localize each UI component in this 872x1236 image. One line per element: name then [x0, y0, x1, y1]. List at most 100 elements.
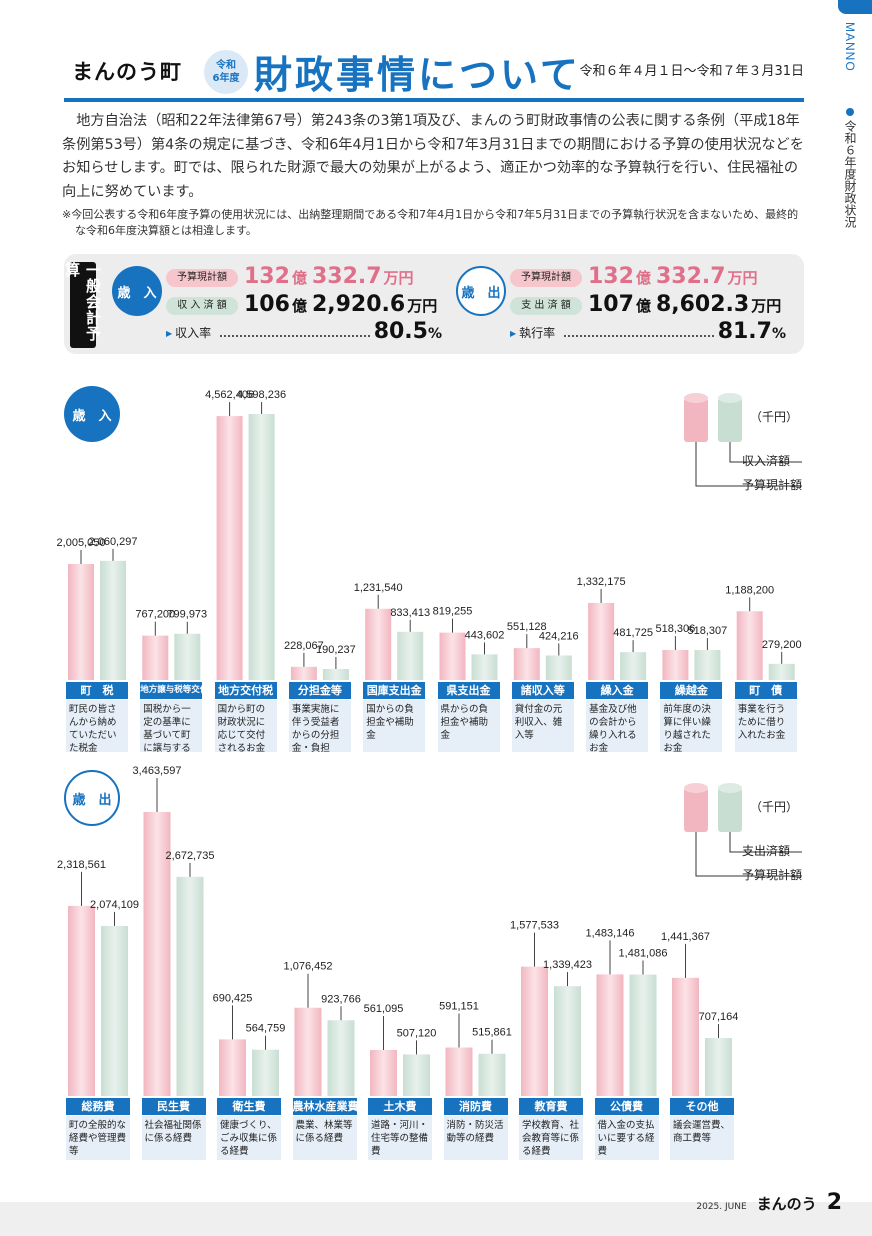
expenditure-actual-label: 支 出 済 額	[510, 297, 582, 315]
expenditure-category-name: 土木費	[368, 1098, 432, 1115]
revenue-category-desc: 基金及び他の会計から繰り入れるお金	[586, 700, 649, 752]
expenditure-bar-actual	[629, 974, 657, 1096]
revenue-category-desc: 県からの負担金や補助金	[437, 700, 500, 752]
revenue-actual-row: 収 入 済 額 106 億 2,920.6 万円	[166, 292, 437, 318]
legend-swatch-pink-top	[684, 783, 708, 793]
expenditure-rate-value: 81.7	[717, 319, 772, 344]
expenditure-value-label-budget: 690,425	[213, 992, 253, 1004]
expenditure-bar-budget	[596, 974, 624, 1096]
fiscal-period: 令和６年４月１日〜令和７年３月31日	[579, 64, 804, 79]
expenditure-legend-budget: 予算現計額	[742, 868, 803, 882]
revenue-value-label-budget: 1,332,175	[577, 576, 626, 588]
revenue-value-label-budget: 518,306	[656, 623, 696, 635]
expenditure-rate-unit: %	[771, 326, 786, 342]
revenue-legend-unit: （千円）	[750, 410, 799, 424]
expenditure-category-desc: 学校教育、社会教育等に係る経費	[519, 1116, 583, 1160]
revenue-value-label-actual: 190,237	[316, 644, 356, 656]
legend-swatch-green	[718, 788, 742, 832]
revenue-value-label-actual: 481,725	[613, 627, 653, 639]
expenditure-value-label-actual: 923,766	[321, 993, 361, 1005]
expenditure-bar-budget	[521, 966, 548, 1096]
expenditure-budget-oku: 132	[588, 264, 634, 289]
revenue-value-label-budget: 767,200	[135, 609, 175, 621]
revenue-bar-actual	[620, 652, 647, 680]
revenue-rate-unit: %	[427, 326, 442, 342]
page-title: 財政事情について	[254, 53, 581, 97]
expenditure-category-desc: 農業、林業等に係る経費	[292, 1116, 357, 1160]
expenditure-value-label-actual: 564,759	[246, 1023, 286, 1035]
expenditure-actual-oku-unit: 億	[635, 297, 651, 315]
revenue-badge: 歳 入	[112, 266, 162, 316]
revenue-category-name: 地方交付税	[214, 682, 277, 699]
expenditure-legend: （千円） 支出済額 予算現計額	[682, 780, 812, 890]
revenue-category-desc: 町民の皆さんから納めていただいた税金	[66, 700, 128, 752]
expenditure-bar-actual	[478, 1053, 506, 1096]
intro: 地方自治法（昭和22年法律第67号）第243条の3第1項及び、まんのう町財政事情…	[62, 110, 806, 239]
expenditure-legend-actual: 支出済額	[742, 844, 791, 858]
expenditure-bar-budget	[672, 977, 699, 1096]
revenue-bar-budget	[439, 632, 466, 680]
expenditure-budget-label: 予算現計額	[510, 269, 582, 287]
expenditure-rate: 81.7%	[718, 319, 786, 344]
revenue-bar-budget	[68, 564, 94, 680]
expenditure-value-label-budget: 1,577,533	[510, 920, 559, 932]
revenue-category-desc: 貸付金の元利収入、雑入等	[511, 700, 574, 752]
side-section-label: 令和６年度財政状況	[843, 120, 857, 228]
expenditure-rate-row: 執行率 81.7%	[510, 319, 786, 344]
era-badge-line1: 令和	[216, 60, 236, 71]
era-badge-line2: 6年度	[212, 73, 240, 84]
side-tab-marker	[838, 0, 872, 14]
legend-swatch-pink	[684, 398, 708, 442]
expenditure-budget-man-unit: 万円	[727, 269, 758, 287]
expenditure-budget-rest: 332.7	[655, 264, 726, 289]
expenditure-bar-actual	[252, 1049, 279, 1096]
revenue-actual-oku: 106	[244, 292, 290, 317]
revenue-bar-actual	[248, 414, 275, 680]
revenue-budget-man-unit: 万円	[383, 269, 414, 287]
revenue-legend-budget: 予算現計額	[742, 478, 803, 492]
expenditure-chart-plot: 2,318,561 2,074,109 3,463,597 2,672,735 690,…	[57, 765, 738, 1096]
revenue-actual-man-unit: 万円	[407, 297, 438, 315]
expenditure-category-desc: 健康づくり、ごみ収集に係る経費	[217, 1116, 281, 1160]
expenditure-value-label-actual: 2,074,109	[90, 899, 139, 911]
page-header: まんのう町 令和 6年度 財政事情について 令和６年４月１日〜令和７年３月31日	[64, 40, 804, 102]
revenue-bar-budget	[290, 666, 317, 680]
revenue-budget-oku-unit: 億	[291, 269, 307, 287]
revenue-value-label-actual: 424,216	[539, 630, 579, 642]
header-rule	[64, 98, 804, 102]
issue-date: 2025. JUNE	[696, 1202, 747, 1212]
legend-leader-pink	[695, 832, 802, 877]
revenue-budget-row: 予算現計額 132 億 332.7 万円	[166, 264, 414, 290]
revenue-value-label-budget: 551,128	[507, 621, 547, 633]
legend-leader-green	[729, 442, 802, 463]
revenue-value-label-actual: 2,060,297	[89, 536, 138, 548]
summary-label: 一般会計予算	[63, 262, 102, 348]
expenditure-value-label-actual: 1,339,423	[543, 959, 592, 971]
revenue-value-label-actual: 833,413	[390, 607, 430, 619]
expenditure-category-name: 民生費	[141, 1098, 206, 1115]
expenditure-category-name: 公債費	[594, 1098, 659, 1115]
expenditure-legend-unit: （千円）	[750, 800, 799, 814]
revenue-bar-budget	[513, 648, 540, 680]
revenue-bar-actual	[100, 560, 126, 680]
legend-swatch-green-top	[718, 783, 742, 793]
expenditure-value-label-budget: 3,463,597	[133, 765, 182, 777]
revenue-value-label-actual: 279,200	[762, 639, 802, 651]
revenue-bar-actual	[397, 631, 424, 680]
revenue-bar-actual	[768, 663, 795, 680]
general-account-summary: 一般会計予算 歳 入 予算現計額 132 億 332.7 万円 収 入 済 額 …	[63, 254, 804, 354]
revenue-chart: 2,005,050 2,060,297 767,200 799,973 4,562,40…	[0, 370, 872, 760]
revenue-rate-value: 80.5	[373, 319, 428, 344]
side-bullet-icon	[846, 108, 854, 116]
expenditure-category-name: 農林水産業費	[292, 1098, 357, 1115]
expenditure-value-label-actual: 1,481,086	[619, 948, 668, 960]
revenue-value-label-budget: 2,005,050	[57, 537, 106, 549]
expenditure-legend-graphic	[684, 783, 802, 877]
expenditure-category-name: 衛生費	[217, 1098, 281, 1115]
expenditure-bar-actual	[554, 986, 581, 1096]
revenue-value-label-budget: 228,067	[284, 640, 324, 652]
revenue-bar-budget	[142, 635, 169, 680]
expenditure-value-label-budget: 591,151	[439, 1001, 479, 1013]
expenditure-rate-label: 執行率	[510, 324, 555, 341]
